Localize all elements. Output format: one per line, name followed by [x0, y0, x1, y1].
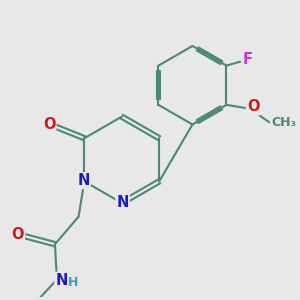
- Text: N: N: [116, 196, 129, 211]
- Text: O: O: [247, 99, 260, 114]
- Text: H: H: [68, 276, 79, 289]
- Text: O: O: [43, 117, 55, 132]
- Text: CH₃: CH₃: [271, 116, 296, 129]
- Text: N: N: [56, 273, 68, 288]
- Text: O: O: [11, 227, 24, 242]
- Text: N: N: [77, 173, 90, 188]
- Text: F: F: [243, 52, 253, 67]
